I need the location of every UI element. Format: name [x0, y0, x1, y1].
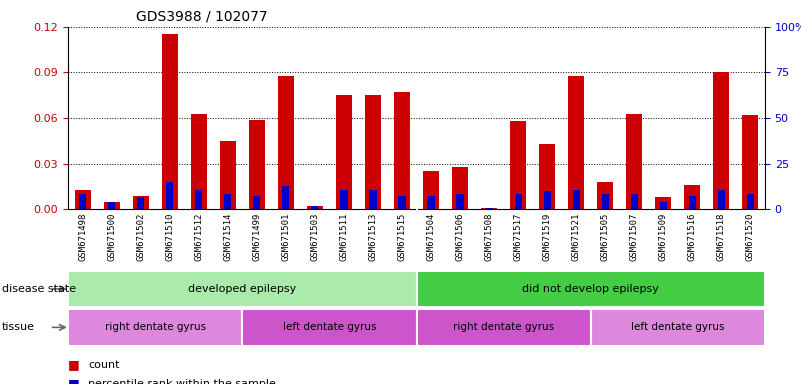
- Bar: [684, 185, 700, 209]
- Text: GSM671507: GSM671507: [630, 212, 638, 261]
- Bar: [452, 167, 468, 209]
- Bar: [68, 309, 242, 346]
- Text: GSM671515: GSM671515: [397, 212, 406, 261]
- Bar: [457, 194, 464, 209]
- Bar: [485, 208, 493, 209]
- Text: disease state: disease state: [2, 284, 76, 294]
- Bar: [79, 194, 87, 209]
- Text: GSM671510: GSM671510: [165, 212, 174, 261]
- Text: GSM671512: GSM671512: [195, 212, 203, 261]
- Bar: [195, 190, 203, 209]
- Bar: [743, 115, 759, 209]
- Bar: [242, 309, 417, 346]
- Bar: [514, 194, 521, 209]
- Text: right dentate gyrus: right dentate gyrus: [105, 322, 206, 333]
- Bar: [103, 202, 119, 209]
- Text: GSM671520: GSM671520: [746, 212, 755, 261]
- Bar: [253, 195, 260, 209]
- Bar: [312, 206, 319, 209]
- Text: GSM671516: GSM671516: [688, 212, 697, 261]
- Bar: [655, 197, 671, 209]
- Bar: [544, 191, 551, 209]
- Bar: [660, 202, 667, 209]
- Bar: [369, 190, 376, 209]
- Bar: [340, 190, 348, 209]
- Text: GSM671511: GSM671511: [340, 212, 348, 261]
- Bar: [510, 121, 526, 209]
- Text: GSM671503: GSM671503: [311, 212, 320, 261]
- Text: left dentate gyrus: left dentate gyrus: [283, 322, 376, 333]
- Text: GSM671498: GSM671498: [78, 212, 87, 261]
- Bar: [417, 309, 590, 346]
- Text: GSM671505: GSM671505: [601, 212, 610, 261]
- Text: GSM671506: GSM671506: [456, 212, 465, 261]
- Text: GSM671518: GSM671518: [717, 212, 726, 261]
- Bar: [191, 114, 207, 209]
- Bar: [307, 206, 323, 209]
- Bar: [626, 114, 642, 209]
- Text: right dentate gyrus: right dentate gyrus: [453, 322, 554, 333]
- Bar: [249, 119, 265, 209]
- Text: GSM671517: GSM671517: [513, 212, 522, 261]
- Text: GSM671502: GSM671502: [136, 212, 145, 261]
- Text: GDS3988 / 102077: GDS3988 / 102077: [136, 10, 268, 23]
- Bar: [598, 182, 614, 209]
- Bar: [481, 208, 497, 209]
- Text: GSM671501: GSM671501: [281, 212, 290, 261]
- Bar: [133, 195, 149, 209]
- Bar: [747, 194, 754, 209]
- Bar: [394, 92, 410, 209]
- Bar: [74, 190, 91, 209]
- Bar: [630, 194, 638, 209]
- Bar: [714, 73, 730, 209]
- Text: GSM671504: GSM671504: [427, 212, 436, 261]
- Bar: [573, 190, 580, 209]
- Bar: [602, 194, 609, 209]
- Text: GSM671521: GSM671521: [572, 212, 581, 261]
- Text: developed epilepsy: developed epilepsy: [188, 284, 296, 294]
- Bar: [68, 271, 417, 307]
- Bar: [282, 187, 289, 209]
- Bar: [108, 202, 115, 209]
- Text: percentile rank within the sample: percentile rank within the sample: [88, 379, 276, 384]
- Bar: [278, 76, 294, 209]
- Bar: [417, 271, 765, 307]
- Bar: [689, 195, 696, 209]
- Text: tissue: tissue: [2, 322, 34, 333]
- Bar: [336, 95, 352, 209]
- Bar: [162, 35, 178, 209]
- Text: did not develop epilepsy: did not develop epilepsy: [522, 284, 659, 294]
- Bar: [539, 144, 555, 209]
- Text: ■: ■: [68, 358, 80, 371]
- Text: count: count: [88, 360, 119, 370]
- Text: GSM671513: GSM671513: [368, 212, 377, 261]
- Text: ■: ■: [68, 377, 80, 384]
- Bar: [224, 194, 231, 209]
- Bar: [568, 76, 584, 209]
- Bar: [428, 195, 435, 209]
- Bar: [219, 141, 235, 209]
- Text: GSM671514: GSM671514: [223, 212, 232, 261]
- Text: GSM671509: GSM671509: [659, 212, 668, 261]
- Text: GSM671500: GSM671500: [107, 212, 116, 261]
- Text: GSM671499: GSM671499: [252, 212, 261, 261]
- Bar: [398, 195, 405, 209]
- Bar: [166, 182, 173, 209]
- Bar: [423, 171, 439, 209]
- Text: left dentate gyrus: left dentate gyrus: [631, 322, 725, 333]
- Text: GSM671508: GSM671508: [485, 212, 493, 261]
- Text: GSM671519: GSM671519: [543, 212, 552, 261]
- Bar: [137, 197, 144, 209]
- Bar: [590, 309, 765, 346]
- Bar: [718, 190, 725, 209]
- Bar: [365, 95, 381, 209]
